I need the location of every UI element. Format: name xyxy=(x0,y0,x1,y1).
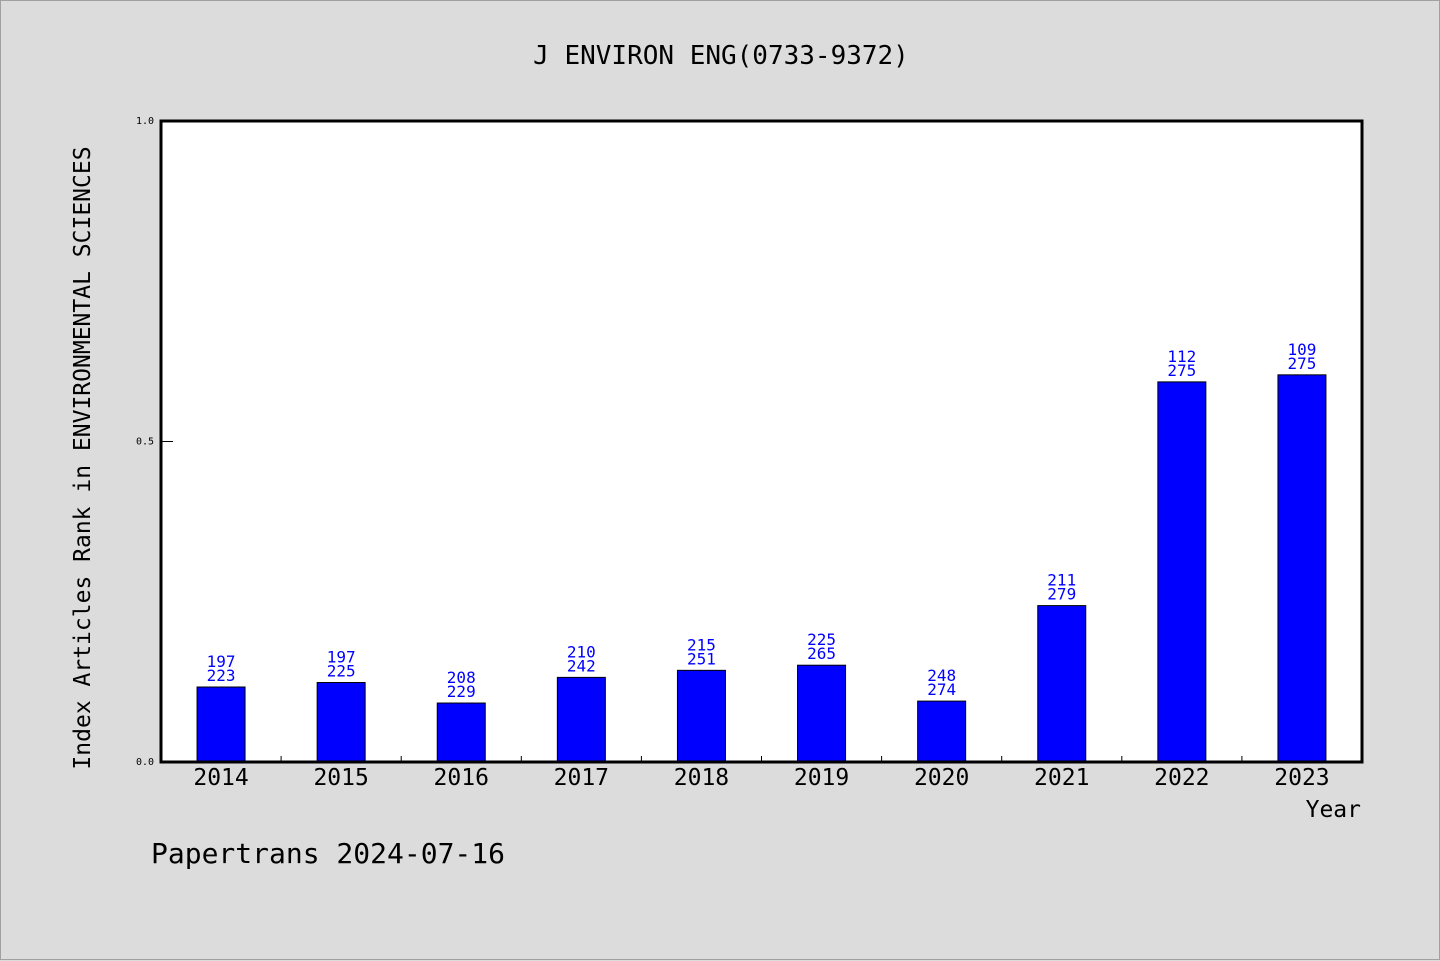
data-label-top-2022: 112 xyxy=(1167,347,1196,366)
x-tick-label-2014: 2014 xyxy=(193,765,248,791)
data-label-top-2023: 109 xyxy=(1287,340,1316,359)
data-label-top-2018: 215 xyxy=(687,635,716,654)
data-label-top-2014: 197 xyxy=(207,652,236,671)
x-tick-label-2017: 2017 xyxy=(554,765,609,791)
y-axis-title: Index Articles Rank in ENVIRONMENTAL SCI… xyxy=(70,146,96,769)
x-tick-label-2023: 2023 xyxy=(1274,765,1329,791)
x-tick-label-2019: 2019 xyxy=(794,765,849,791)
bar-2017 xyxy=(556,676,606,763)
chart-title: J ENVIRON ENG(0733-9372) xyxy=(533,41,909,71)
plot-border xyxy=(159,119,1364,764)
data-label-top-2015: 197 xyxy=(327,648,356,667)
data-label-bottom-2023: 275 xyxy=(1287,354,1316,373)
x-tick-label-2018: 2018 xyxy=(674,765,729,791)
data-label-top-2021: 211 xyxy=(1047,571,1076,590)
data-label-top-2016: 208 xyxy=(447,668,476,687)
bar-2021 xyxy=(1037,605,1087,763)
y-tick-label-0: 0.0 xyxy=(136,757,154,768)
y-tick-label-2: 1.0 xyxy=(136,116,154,127)
bar-2015 xyxy=(316,682,366,763)
ticks-layer: 2014 2015 2016 2017 2018 2019 2020 2021 2022 2023… xyxy=(136,116,1330,791)
x-tick-label-2021: 2021 xyxy=(1034,765,1089,791)
data-label-top-2019: 225 xyxy=(807,630,836,649)
data-label-bottom-2022: 275 xyxy=(1167,361,1196,380)
y-tick-label-1: 0.5 xyxy=(136,437,154,448)
x-tick-label-2015: 2015 xyxy=(313,765,368,791)
data-label-bottom-2016: 229 xyxy=(447,682,476,701)
x-tick-label-2016: 2016 xyxy=(434,765,489,791)
x-tick-label-2020: 2020 xyxy=(914,765,969,791)
x-axis-title: Year xyxy=(1306,797,1361,823)
footer-text: Papertrans 2024-07-16 xyxy=(151,837,505,870)
data-label-top-2020: 248 xyxy=(927,666,956,685)
bar-2022 xyxy=(1157,381,1207,763)
data-label-bottom-2014: 223 xyxy=(207,666,236,685)
bar-2019 xyxy=(797,664,847,763)
bar-2018 xyxy=(676,669,726,763)
data-label-bottom-2017: 242 xyxy=(567,656,596,675)
bar-2023 xyxy=(1277,374,1327,763)
data-label-bottom-2019: 265 xyxy=(807,644,836,663)
bar-2016 xyxy=(436,702,486,763)
bar-2020 xyxy=(917,700,967,763)
bar-2014 xyxy=(196,686,246,763)
x-tick-label-2022: 2022 xyxy=(1154,765,1209,791)
data-label-bottom-2018: 251 xyxy=(687,649,716,668)
data-label-bottom-2021: 279 xyxy=(1047,585,1076,604)
data-label-bottom-2020: 274 xyxy=(927,680,956,699)
bars-layer xyxy=(196,374,1327,763)
data-label-top-2017: 210 xyxy=(567,642,596,661)
data-label-bottom-2015: 225 xyxy=(327,662,356,681)
